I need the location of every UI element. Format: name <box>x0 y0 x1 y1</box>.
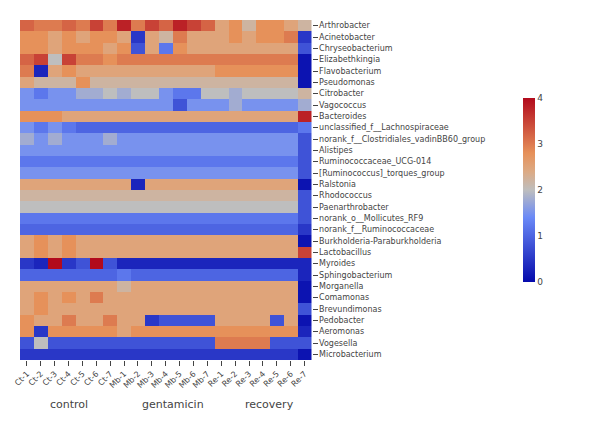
svg-text:Ct-7: Ct-7 <box>96 369 114 387</box>
svg-text:recovery: recovery <box>245 398 294 411</box>
svg-text:1: 1 <box>537 231 543 241</box>
svg-text:Ct-2: Ct-2 <box>27 369 45 387</box>
svg-text:Citrobacter: Citrobacter <box>319 89 364 98</box>
svg-text:gentamicin: gentamicin <box>142 398 204 411</box>
svg-text:unclassified_f__Lachnospiracea: unclassified_f__Lachnospiraceae <box>319 123 449 132</box>
svg-text:Pseudomonas: Pseudomonas <box>319 78 375 87</box>
svg-text:norank_f__Ruminococcaceae: norank_f__Ruminococcaceae <box>319 225 434 234</box>
svg-text:Ruminococcaceae_UCG-014: Ruminococcaceae_UCG-014 <box>319 157 431 166</box>
svg-text:Morganella: Morganella <box>319 282 363 291</box>
svg-text:Aeromonas: Aeromonas <box>319 327 364 336</box>
svg-text:Rhodococcus: Rhodococcus <box>319 191 372 200</box>
svg-text:Flavobacterium: Flavobacterium <box>319 67 381 76</box>
svg-text:Re-3: Re-3 <box>234 369 253 388</box>
svg-text:Ct-5: Ct-5 <box>69 369 87 387</box>
svg-text:Mb-2: Mb-2 <box>122 369 142 389</box>
svg-text:Sphingobacterium: Sphingobacterium <box>319 271 393 280</box>
svg-text:Acinetobacter: Acinetobacter <box>319 33 375 42</box>
svg-text:Mb-3: Mb-3 <box>136 369 156 389</box>
svg-text:0: 0 <box>537 277 543 287</box>
svg-text:Arthrobacter: Arthrobacter <box>319 21 370 30</box>
svg-text:Microbacterium: Microbacterium <box>319 350 382 359</box>
svg-text:Brevundimonas: Brevundimonas <box>319 305 382 314</box>
svg-text:Re-4: Re-4 <box>248 369 267 388</box>
svg-text:Lactobacillus: Lactobacillus <box>319 248 371 257</box>
svg-text:Chryseobacterium: Chryseobacterium <box>319 44 393 53</box>
svg-text:Re-5: Re-5 <box>262 369 281 388</box>
svg-text:[Ruminococcus]_torques_group: [Ruminococcus]_torques_group <box>319 169 444 178</box>
svg-text:Elizabethkingia: Elizabethkingia <box>319 55 380 64</box>
svg-text:Pedobacter: Pedobacter <box>319 316 365 325</box>
svg-text:Mb-5: Mb-5 <box>163 369 183 389</box>
svg-text:Comamonas: Comamonas <box>319 293 369 302</box>
svg-text:Re-2: Re-2 <box>220 369 239 388</box>
svg-text:Burkholderia-Paraburkholderia: Burkholderia-Paraburkholderia <box>319 237 441 246</box>
svg-text:Ct-4: Ct-4 <box>55 369 73 387</box>
svg-text:Mb-7: Mb-7 <box>191 369 211 389</box>
svg-text:Paenarthrobacter: Paenarthrobacter <box>319 203 389 212</box>
svg-text:Alistipes: Alistipes <box>319 146 353 155</box>
svg-text:Myroides: Myroides <box>319 259 355 268</box>
svg-text:Bacteroides: Bacteroides <box>319 112 366 121</box>
svg-text:Mb-1: Mb-1 <box>108 369 128 389</box>
svg-text:Re-1: Re-1 <box>206 369 225 388</box>
svg-text:control: control <box>50 398 88 411</box>
svg-text:Ct-6: Ct-6 <box>82 369 100 387</box>
svg-text:Vagococcus: Vagococcus <box>319 101 366 110</box>
svg-text:4: 4 <box>537 93 543 103</box>
svg-text:Ct-3: Ct-3 <box>41 369 59 387</box>
svg-text:3: 3 <box>537 139 543 149</box>
svg-text:Ralstonia: Ralstonia <box>319 180 356 189</box>
svg-text:norank_o__Mollicutes_RF9: norank_o__Mollicutes_RF9 <box>319 214 423 223</box>
svg-text:Ct-1: Ct-1 <box>13 369 31 387</box>
svg-text:Mb-4: Mb-4 <box>150 369 170 389</box>
svg-text:norank_f__Clostridiales_vadinB: norank_f__Clostridiales_vadinBB60_group <box>319 135 485 144</box>
svg-text:Mb-6: Mb-6 <box>177 369 197 389</box>
svg-text:Re-6: Re-6 <box>276 369 295 388</box>
svg-text:Vogesella: Vogesella <box>319 339 357 348</box>
svg-text:Re-7: Re-7 <box>290 369 309 388</box>
svg-text:2: 2 <box>537 185 543 195</box>
